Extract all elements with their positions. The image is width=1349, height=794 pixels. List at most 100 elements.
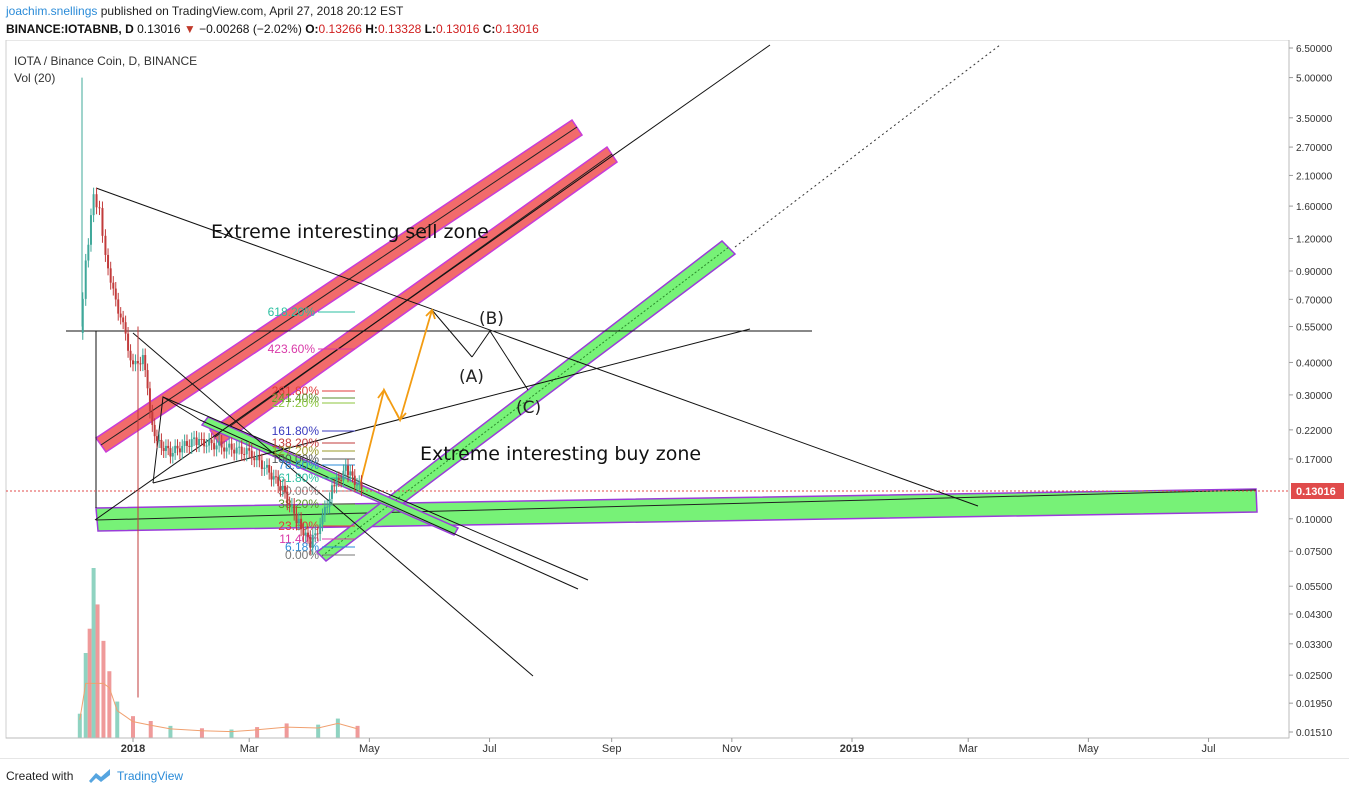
fib-level-label: 618.20% [268,305,316,319]
fib-level-label: 227.20% [272,396,320,410]
candle-body [134,360,137,365]
candle-body [265,464,268,468]
fib-level-label: 261.80% [272,384,320,398]
candle-body [323,507,326,516]
candle-body [335,478,338,487]
candle-body [220,441,223,448]
candle-body [84,260,87,299]
candle-body [346,465,349,476]
candle-body [190,439,193,447]
candle-body [228,443,231,448]
candle-body [129,350,132,361]
candle-body [358,481,361,485]
downtrend-line-3[interactable] [199,419,579,590]
sell-zone-annotation[interactable]: Extreme interesting sell zone [211,221,489,243]
fib-level-label: 61.80% [278,471,319,485]
candle-body [112,282,115,289]
candle-body [351,471,354,476]
projected-path [359,308,436,486]
candle-body [248,448,251,451]
tradingview-logo-icon[interactable] [88,767,112,790]
volume-bar [199,728,204,738]
time-axis[interactable]: 2018 Mar May Jul Sep Nov 2019 Mar May Jul [121,738,1216,755]
candle-body [344,465,347,471]
candle-body [349,471,352,476]
tradingview-brand-link[interactable]: TradingView [117,769,184,783]
fib-level-label: 138.20% [272,436,320,450]
price-tick-label: 0.30000 [1296,391,1333,402]
plot-area[interactable] [5,40,1290,739]
candle-body [95,194,98,208]
candle-body [337,478,340,481]
author-link[interactable]: joachim.snellings [6,4,98,18]
trend-lines [66,44,979,677]
price-tick-label: 3.50000 [1296,114,1333,125]
volume-bar [77,713,82,738]
price-tick-label: 0.04300 [1296,610,1333,621]
fib-level-label: 241.40% [272,391,320,405]
buy-zone-horizontal-midline [95,489,1257,521]
wave-c-label[interactable]: (C) [516,398,541,418]
candle-body [124,322,127,334]
price-change: −0.00268 (−2.02%) [199,22,302,36]
close-label: C: [482,22,496,36]
price-axis[interactable]: 6.50000 5.00000 3.50000 2.70000 2.10000 1.600… [1289,44,1333,739]
candle-body [356,484,359,486]
price-tick-label: 0.02500 [1296,671,1333,682]
publish-info: published on TradingView.com, April 27, … [100,4,404,18]
candle-body [183,441,186,446]
downtrend-line-2[interactable] [162,396,589,581]
price-tick-label: 0.90000 [1296,267,1333,278]
long-uptrend-line[interactable] [94,44,771,521]
candle-body [255,455,258,461]
candle-body [193,437,196,440]
candle-body [225,447,228,452]
candle-body [104,235,107,255]
price-tick-label: 0.01510 [1296,728,1333,739]
candle-body [200,438,203,440]
candle-body [122,317,125,323]
wave-a-label[interactable]: (A) [459,367,484,387]
price-chart[interactable]: 618.20% 423.60% 261.80%241.40%227.20% 161.8… [0,40,1349,758]
last-price-badge [1291,483,1344,499]
buy-zone-annotation[interactable]: Extreme interesting buy zone [420,443,701,465]
candle-body [284,485,287,492]
price-axis-bg[interactable] [1289,40,1349,738]
time-tick-label: 2019 [840,743,864,755]
long-downtrend-line[interactable] [95,187,979,507]
candle-body [87,244,90,261]
volume-bar [229,729,234,738]
candle-body [321,515,324,525]
candle-body [195,437,198,446]
price-tick-label: 0.05500 [1296,582,1333,593]
candle-body [270,472,273,480]
candle-body [258,455,261,461]
down-arrow-icon: ▼ [183,22,196,36]
volume-bar [355,725,360,738]
candle-body [117,299,120,314]
wave-b-label[interactable]: (B) [479,309,504,329]
buy-zone-horizontal[interactable] [95,488,1258,532]
sell-zone-upper-midline [100,126,578,446]
volume-bar [91,568,96,738]
price-tick-label: 1.60000 [1296,202,1333,213]
close-value: 0.13016 [495,22,539,36]
abc-leg-a[interactable] [431,309,473,358]
candle-body [176,445,179,449]
triangle-edge[interactable] [152,396,201,484]
footer: Created with TradingView [0,758,1349,794]
candle-body [328,498,331,507]
abc-projection[interactable] [471,330,529,391]
candle-body [243,453,246,455]
fib-level-label: 78.60% [278,458,319,472]
time-axis-bg[interactable] [6,738,1289,758]
price-tick-label: 0.55000 [1296,323,1333,334]
low-value: 0.13016 [436,22,480,36]
last-price-badge-text: 0.13016 [1296,486,1336,498]
candle-body [114,288,117,300]
time-tick-label: Jul [1202,743,1216,755]
volume-bar [316,724,321,738]
symbol-label: BINANCE:IOTABNB, D [6,22,134,36]
candle-body [167,445,170,449]
candle-body [235,447,238,454]
